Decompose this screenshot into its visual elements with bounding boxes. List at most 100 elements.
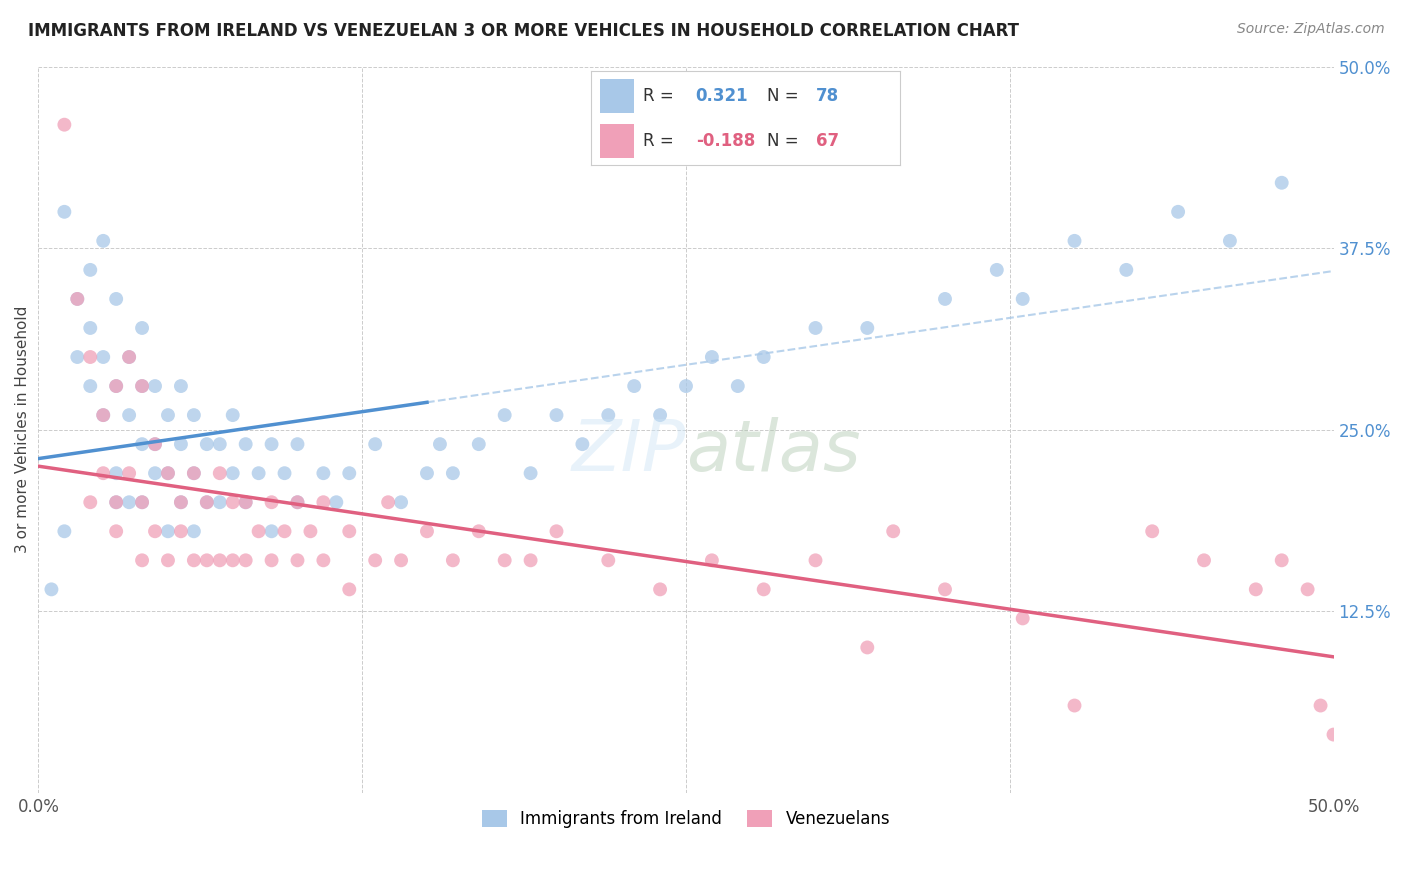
Point bbox=[260, 553, 283, 567]
Point bbox=[143, 437, 166, 451]
Point bbox=[519, 553, 541, 567]
Point bbox=[247, 466, 270, 480]
Point bbox=[79, 495, 101, 509]
Text: N =: N = bbox=[766, 132, 804, 150]
Point bbox=[1011, 611, 1033, 625]
Text: -0.188: -0.188 bbox=[696, 132, 755, 150]
Point bbox=[429, 437, 451, 451]
Point bbox=[222, 495, 245, 509]
Point bbox=[222, 466, 245, 480]
Point bbox=[623, 379, 645, 393]
Point bbox=[337, 524, 360, 539]
Point bbox=[1296, 582, 1319, 597]
Point bbox=[1192, 553, 1215, 567]
Point bbox=[131, 553, 153, 567]
Point bbox=[118, 408, 141, 422]
Point bbox=[675, 379, 697, 393]
Point bbox=[131, 379, 153, 393]
Point bbox=[441, 466, 464, 480]
Point bbox=[208, 466, 231, 480]
Point bbox=[156, 524, 179, 539]
Point bbox=[856, 321, 879, 335]
Point bbox=[247, 524, 270, 539]
Point bbox=[131, 437, 153, 451]
Point bbox=[856, 640, 879, 655]
Point bbox=[235, 553, 257, 567]
Point bbox=[170, 437, 193, 451]
Point bbox=[260, 495, 283, 509]
Point bbox=[389, 495, 412, 509]
Point bbox=[598, 553, 620, 567]
Point bbox=[156, 553, 179, 567]
Point bbox=[222, 408, 245, 422]
Point bbox=[156, 408, 179, 422]
Point bbox=[934, 582, 956, 597]
FancyBboxPatch shape bbox=[600, 124, 634, 158]
Point bbox=[882, 524, 904, 539]
Point bbox=[571, 437, 593, 451]
Point bbox=[195, 495, 218, 509]
Point bbox=[441, 553, 464, 567]
Point bbox=[260, 437, 283, 451]
Point bbox=[325, 495, 347, 509]
Point bbox=[1244, 582, 1267, 597]
Point bbox=[416, 524, 439, 539]
Point bbox=[1063, 234, 1085, 248]
Point bbox=[494, 553, 516, 567]
Point bbox=[79, 321, 101, 335]
Point bbox=[41, 582, 63, 597]
Point bbox=[727, 379, 749, 393]
Point bbox=[364, 437, 387, 451]
Point bbox=[91, 408, 114, 422]
Text: R =: R = bbox=[643, 132, 679, 150]
Point bbox=[156, 466, 179, 480]
Point bbox=[1271, 176, 1294, 190]
Point bbox=[804, 553, 827, 567]
Point bbox=[364, 553, 387, 567]
Point bbox=[170, 379, 193, 393]
Point bbox=[700, 553, 723, 567]
Text: 0.321: 0.321 bbox=[696, 87, 748, 104]
Point bbox=[208, 495, 231, 509]
Text: 78: 78 bbox=[817, 87, 839, 104]
Point bbox=[287, 553, 309, 567]
Point bbox=[143, 524, 166, 539]
Point bbox=[1309, 698, 1331, 713]
Point bbox=[208, 553, 231, 567]
Point bbox=[312, 495, 335, 509]
Point bbox=[105, 495, 128, 509]
Point bbox=[1115, 263, 1137, 277]
Point bbox=[468, 524, 491, 539]
Point bbox=[195, 437, 218, 451]
Point bbox=[53, 524, 76, 539]
Point bbox=[91, 408, 114, 422]
Point bbox=[752, 350, 775, 364]
Text: IMMIGRANTS FROM IRELAND VS VENEZUELAN 3 OR MORE VEHICLES IN HOUSEHOLD CORRELATIO: IMMIGRANTS FROM IRELAND VS VENEZUELAN 3 … bbox=[28, 22, 1019, 40]
Point bbox=[235, 495, 257, 509]
Point bbox=[105, 524, 128, 539]
Text: R =: R = bbox=[643, 87, 679, 104]
Point bbox=[170, 495, 193, 509]
Point bbox=[337, 582, 360, 597]
Point bbox=[260, 524, 283, 539]
Point bbox=[312, 553, 335, 567]
Point bbox=[195, 495, 218, 509]
Point bbox=[287, 495, 309, 509]
Point bbox=[170, 495, 193, 509]
Point bbox=[299, 524, 322, 539]
Point bbox=[546, 524, 568, 539]
Point bbox=[1140, 524, 1163, 539]
Point bbox=[494, 408, 516, 422]
Point bbox=[53, 118, 76, 132]
Point bbox=[804, 321, 827, 335]
Point bbox=[986, 263, 1008, 277]
Point bbox=[66, 350, 89, 364]
Point bbox=[1167, 204, 1189, 219]
Point bbox=[287, 495, 309, 509]
Point bbox=[416, 466, 439, 480]
Point bbox=[118, 495, 141, 509]
Point bbox=[118, 466, 141, 480]
Point bbox=[312, 466, 335, 480]
Point bbox=[143, 379, 166, 393]
Point bbox=[337, 466, 360, 480]
